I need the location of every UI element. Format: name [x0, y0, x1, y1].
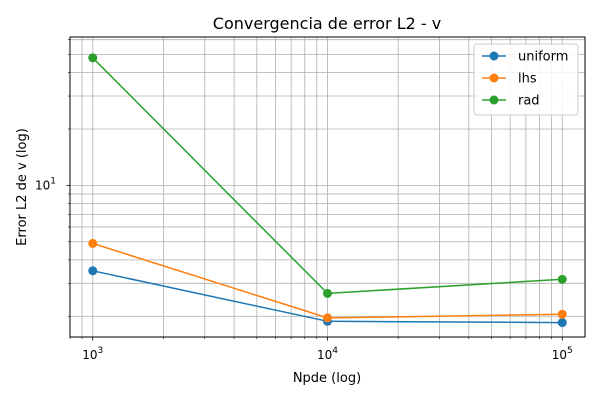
legend-marker-rad [489, 95, 499, 105]
y-axis-label: Error L2 de v (log) [15, 128, 30, 246]
data-point-uniform [88, 266, 98, 276]
legend-box [473, 43, 579, 116]
x-axis-label: Npde (log) [293, 371, 361, 386]
ticks: 103 104 105 101 [35, 39, 573, 362]
data-point-rad [88, 53, 98, 63]
data-point-lhs [88, 238, 98, 248]
x-tick-label: 103 [82, 346, 103, 362]
x-tick-label: 105 [552, 346, 573, 362]
y-tick-label: 101 [35, 176, 56, 192]
data-point-rad [557, 274, 567, 284]
data-point-rad [323, 288, 332, 298]
legend: uniform lhs rad [473, 43, 579, 116]
data-point-lhs [323, 313, 332, 323]
legend-label-uniform: uniform [518, 50, 568, 65]
legend-label-rad: rad [518, 94, 540, 109]
x-tick-label: 104 [317, 346, 338, 362]
data-point-uniform [557, 318, 567, 328]
chart-title: Convergencia de error L2 - v [213, 14, 441, 33]
legend-label-lhs: lhs [518, 72, 537, 87]
legend-marker-uniform [489, 51, 499, 61]
data-point-lhs [557, 309, 567, 319]
series-layer [88, 53, 567, 328]
legend-marker-lhs [489, 73, 499, 83]
